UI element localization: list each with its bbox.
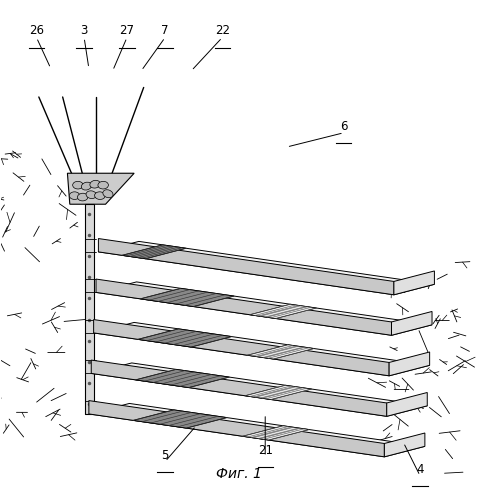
Polygon shape bbox=[96, 282, 432, 335]
Ellipse shape bbox=[73, 181, 83, 189]
Text: 27: 27 bbox=[120, 24, 134, 37]
Polygon shape bbox=[91, 360, 387, 416]
Polygon shape bbox=[387, 393, 427, 416]
Polygon shape bbox=[94, 319, 389, 376]
Polygon shape bbox=[141, 288, 234, 306]
Text: 6: 6 bbox=[340, 120, 348, 133]
Polygon shape bbox=[394, 271, 435, 295]
Polygon shape bbox=[133, 410, 227, 428]
Polygon shape bbox=[250, 304, 316, 318]
Ellipse shape bbox=[98, 181, 109, 189]
Text: Фиг. 1: Фиг. 1 bbox=[216, 467, 262, 481]
Text: 7: 7 bbox=[162, 24, 169, 37]
Polygon shape bbox=[85, 204, 94, 414]
Ellipse shape bbox=[95, 192, 105, 200]
Polygon shape bbox=[389, 352, 430, 376]
Text: 26: 26 bbox=[29, 24, 44, 37]
Text: 5: 5 bbox=[162, 449, 169, 462]
Polygon shape bbox=[98, 239, 394, 295]
Ellipse shape bbox=[86, 191, 97, 199]
Polygon shape bbox=[384, 433, 425, 457]
Polygon shape bbox=[96, 279, 391, 335]
Text: 3: 3 bbox=[80, 24, 88, 37]
Polygon shape bbox=[247, 345, 314, 359]
Ellipse shape bbox=[69, 192, 80, 200]
Polygon shape bbox=[89, 404, 425, 457]
Polygon shape bbox=[138, 329, 232, 347]
Polygon shape bbox=[391, 311, 432, 335]
Polygon shape bbox=[67, 173, 134, 204]
Polygon shape bbox=[245, 385, 312, 400]
Polygon shape bbox=[91, 363, 427, 416]
Polygon shape bbox=[94, 322, 430, 376]
Ellipse shape bbox=[103, 190, 113, 198]
Text: 4: 4 bbox=[416, 463, 424, 476]
Polygon shape bbox=[89, 401, 384, 457]
Polygon shape bbox=[136, 369, 229, 388]
Ellipse shape bbox=[81, 182, 92, 190]
Polygon shape bbox=[242, 426, 309, 440]
Ellipse shape bbox=[77, 193, 88, 201]
Text: 22: 22 bbox=[215, 24, 230, 37]
Polygon shape bbox=[122, 245, 186, 259]
Polygon shape bbox=[98, 242, 435, 295]
Text: 21: 21 bbox=[258, 444, 273, 457]
Ellipse shape bbox=[90, 180, 100, 188]
